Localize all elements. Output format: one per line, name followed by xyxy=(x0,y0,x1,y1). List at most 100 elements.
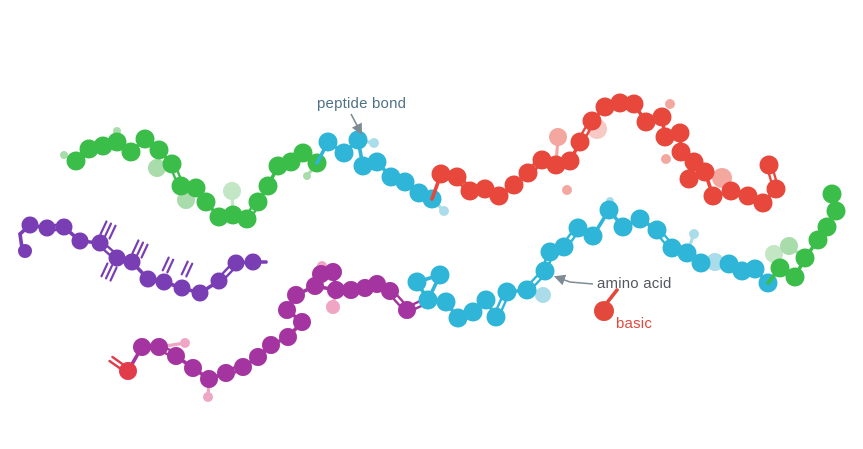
bead xyxy=(318,132,338,152)
bead xyxy=(418,290,438,310)
bead xyxy=(327,281,345,299)
bead xyxy=(381,282,399,300)
bead xyxy=(475,179,495,199)
bead xyxy=(107,132,127,152)
bead xyxy=(463,302,483,322)
side-bead xyxy=(148,159,166,177)
bead xyxy=(489,186,509,206)
bead xyxy=(150,338,168,356)
bead xyxy=(785,267,805,287)
side-bead xyxy=(549,128,567,146)
bead xyxy=(91,234,109,252)
amino-acid-arrow xyxy=(553,274,594,286)
bead xyxy=(66,151,86,171)
bead xyxy=(367,152,387,172)
bead xyxy=(497,282,517,302)
bead xyxy=(738,186,758,206)
bead xyxy=(436,292,456,312)
bead xyxy=(249,348,267,366)
chain-purple xyxy=(18,216,268,302)
side-dot xyxy=(60,151,68,159)
hatch-tick xyxy=(161,256,170,272)
annotation-arrows xyxy=(350,113,594,286)
bead xyxy=(721,181,741,201)
bead xyxy=(287,286,305,304)
side-dot xyxy=(180,338,190,348)
bead xyxy=(655,127,675,147)
side-bead xyxy=(326,300,340,314)
bead xyxy=(71,232,89,250)
bead xyxy=(244,253,262,271)
hatch-tick xyxy=(131,239,140,255)
bead xyxy=(460,181,480,201)
bead xyxy=(677,243,697,263)
bead xyxy=(535,261,555,281)
bead xyxy=(38,219,56,237)
bead xyxy=(795,248,815,268)
bead xyxy=(395,172,415,192)
bead xyxy=(504,175,524,195)
label-amino-acid: amino acid xyxy=(597,275,672,292)
bead xyxy=(167,347,185,365)
bead xyxy=(753,193,773,213)
hatch-tick xyxy=(180,260,189,276)
chain-red xyxy=(430,93,786,213)
bond xyxy=(604,288,619,306)
bead xyxy=(162,154,182,174)
bead xyxy=(108,249,126,267)
bead xyxy=(133,338,151,356)
bead xyxy=(139,270,157,288)
bead xyxy=(171,176,191,196)
bead xyxy=(431,164,451,184)
bead xyxy=(407,272,427,292)
bead xyxy=(135,129,155,149)
bead xyxy=(582,111,602,131)
bead xyxy=(610,93,630,113)
bead xyxy=(599,200,619,220)
bead xyxy=(279,328,297,346)
bead xyxy=(822,184,842,204)
hatch-tick xyxy=(185,262,194,278)
bead xyxy=(186,178,206,198)
bead xyxy=(119,362,137,380)
bead xyxy=(123,253,141,271)
side-bead xyxy=(535,287,551,303)
bead xyxy=(55,218,73,236)
side-bead xyxy=(706,253,724,271)
bead xyxy=(278,301,296,319)
bead xyxy=(149,140,169,160)
bead xyxy=(210,272,228,290)
bead xyxy=(209,207,229,227)
bead xyxy=(703,186,723,206)
hatch-tick xyxy=(104,264,114,280)
bead xyxy=(560,151,580,171)
bead xyxy=(227,254,245,272)
side-bead xyxy=(765,245,783,263)
side-dot xyxy=(369,138,379,148)
bead xyxy=(652,107,672,127)
bead xyxy=(554,237,574,257)
bead xyxy=(613,217,633,237)
hatch-tick xyxy=(108,224,117,240)
bead xyxy=(826,201,846,221)
chain-magenta xyxy=(108,261,431,402)
bead xyxy=(486,307,506,327)
bead xyxy=(348,130,368,150)
chain-cyan-lower xyxy=(407,197,778,328)
bead xyxy=(817,217,837,237)
bead xyxy=(630,209,650,229)
bead xyxy=(334,143,354,163)
bead xyxy=(184,359,202,377)
side-bead xyxy=(780,237,798,255)
bead xyxy=(262,336,280,354)
side-bead xyxy=(18,244,32,258)
side-bead xyxy=(223,182,241,200)
bead xyxy=(671,142,691,162)
bead xyxy=(21,216,39,234)
chain-green-right xyxy=(765,184,846,287)
bead xyxy=(200,370,218,388)
bead xyxy=(173,279,191,297)
bead xyxy=(636,112,656,132)
bead xyxy=(518,163,538,183)
